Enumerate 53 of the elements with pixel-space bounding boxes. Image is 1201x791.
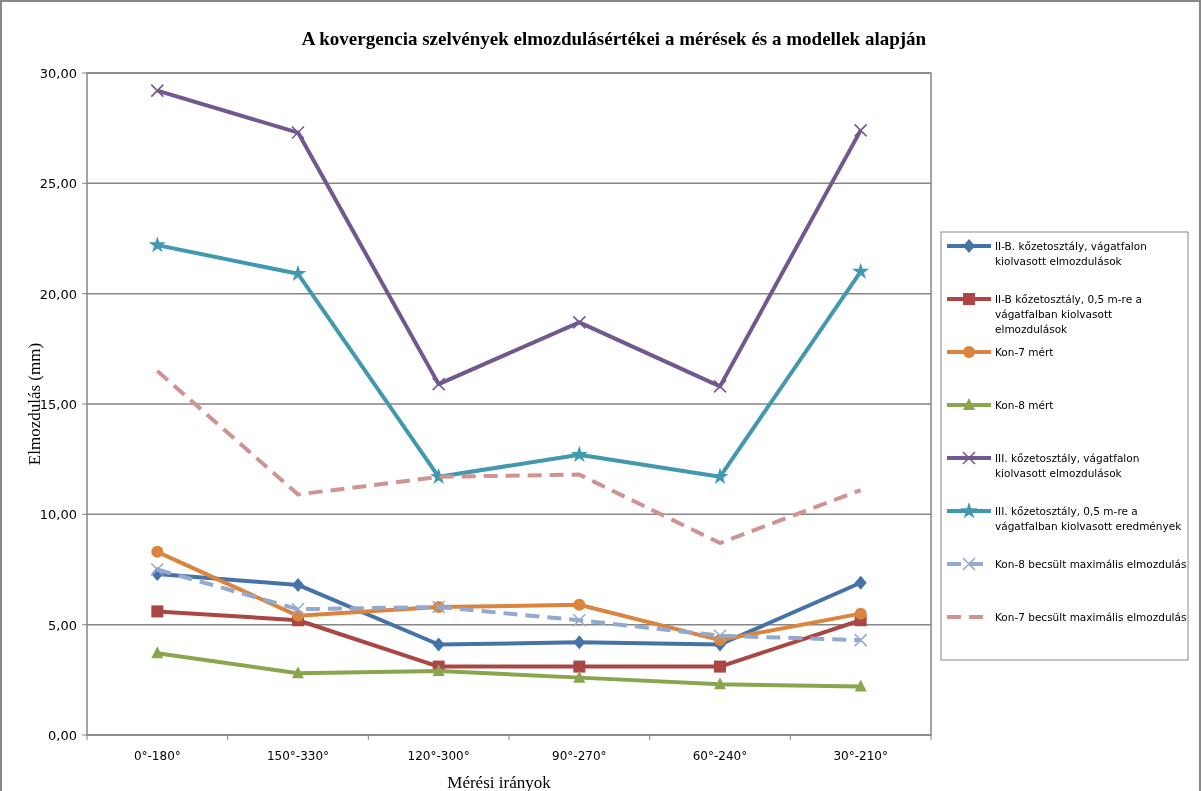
legend-label: Kon-7 mért [995, 346, 1054, 358]
chart-title: A kovergencia szelvények elmozdulásértékei a mérések és a modellek alapján [301, 28, 927, 49]
legend-label: II-B. kőzetosztály, vágatfalon kiolvasott elmozdulások [995, 240, 1147, 267]
point [291, 125, 305, 140]
y-tick-label: 0,00 [48, 728, 77, 743]
point [853, 123, 868, 138]
x-tick-label: 90°-270° [552, 749, 607, 763]
y-tick-label: 10,00 [39, 507, 77, 523]
point [151, 545, 164, 558]
y-tick-label: 5,00 [48, 617, 77, 633]
x-tick-label: 0°-180° [133, 749, 181, 763]
point [291, 602, 305, 616]
x-tick-label: 60°-240° [692, 749, 748, 763]
point [853, 633, 868, 647]
point [714, 660, 726, 673]
x-tick-label: 120°-300° [407, 749, 470, 763]
point [292, 666, 304, 679]
point [573, 670, 586, 683]
point [151, 605, 164, 618]
point [713, 379, 727, 394]
point [852, 262, 870, 279]
legend-label: Kon-7 becsült maximális elmozdulás [995, 611, 1187, 623]
point [432, 637, 445, 652]
point [151, 646, 164, 659]
x-axis-title: Mérési irányok [447, 773, 552, 791]
point [714, 677, 726, 690]
point [572, 613, 587, 627]
legend-label: Kon-8 becsült maximális elmozdulás [995, 558, 1187, 570]
x-tick-label: 150°-330° [266, 749, 330, 763]
legend-label: III. kőzetosztály, 0,5 m-re a vágatfalban kiolvasott eredmények [995, 505, 1183, 532]
point [854, 575, 867, 590]
point [573, 660, 586, 673]
point [432, 664, 445, 677]
point [150, 83, 165, 98]
legend-label: II-B kőzetosztály, 0,5 m-re a vágatfalban kiolvasott elmozdulások [995, 293, 1142, 335]
point [148, 236, 166, 253]
point [292, 577, 304, 592]
point [854, 679, 867, 692]
point [573, 635, 586, 650]
point [150, 562, 165, 577]
point [854, 607, 867, 620]
point [570, 445, 588, 462]
point [431, 377, 446, 391]
x-tick-label: 30°-210° [833, 749, 888, 763]
point [572, 315, 587, 330]
line-series [155, 368, 863, 546]
legend-label: Kon-8 mért [995, 399, 1054, 411]
point [573, 598, 586, 611]
y-tick-label: 25,00 [39, 176, 77, 192]
legend-label: III. kőzetosztály, vágatfalon kiolvasott elmozdulások [995, 452, 1140, 479]
y-tick-label: 30,00 [39, 66, 77, 81]
y-tick-label: 20,00 [39, 286, 77, 302]
point [713, 628, 727, 643]
